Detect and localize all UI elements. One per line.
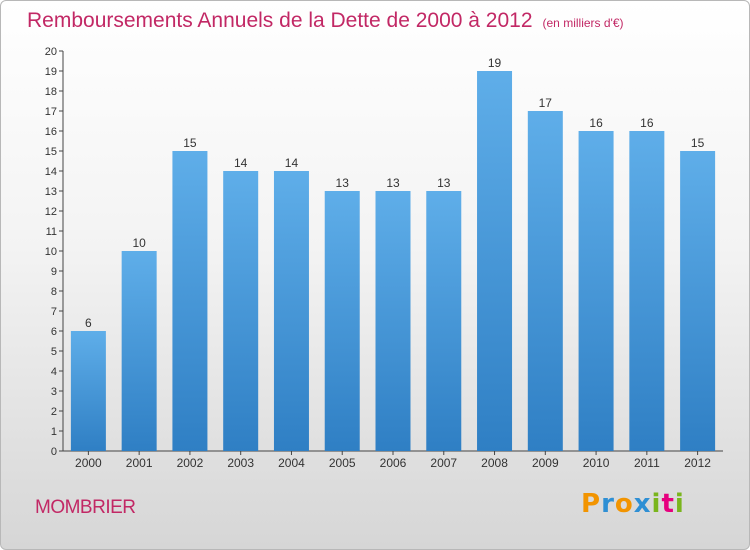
x-tick-label: 2004 [278,456,305,470]
x-tick-label: 2007 [430,456,457,470]
y-tick-label: 14 [45,166,57,178]
bar [172,151,208,451]
y-tick-label: 2 [51,406,57,418]
y-tick-label: 8 [51,286,57,298]
y-tick-label: 10 [45,246,57,258]
bar-value-label: 16 [589,116,603,130]
logo-letter: t [661,489,675,519]
labels: 6 2000 10 2001 15 2002 14 2003 14 2004 13 2005 13 200… [75,56,711,470]
x-tick-label: 2009 [532,456,559,470]
x-tick-label: 2011 [634,456,660,470]
bar-value-label: 10 [132,236,146,250]
x-tick-label: 2010 [583,456,610,470]
title-unit: (en milliers d'€) [542,16,624,30]
x-tick-label: 2006 [380,456,407,470]
x-tick-label: 2008 [481,456,508,470]
x-tick-label: 2001 [126,456,153,470]
bar [527,111,563,451]
bar-value-label: 15 [183,136,197,150]
y-tick-label: 20 [45,46,57,58]
bar-value-label: 15 [691,136,705,150]
y-tick-label: 9 [51,266,57,278]
x-tick-label: 2005 [329,456,356,470]
y-tick-label: 19 [45,66,57,78]
y-tick-label: 6 [51,326,57,338]
logo-letter: x [633,489,652,519]
logo-letter: o [614,489,634,519]
commune-name: MOMBRIER [35,497,136,518]
proxiti-logo: Proxiti [581,489,685,519]
y-tick-label: 5 [51,346,57,358]
y-tick-label: 11 [46,226,57,238]
bar-value-label: 14 [285,156,299,170]
bar-value-label: 14 [234,156,248,170]
bar [223,171,259,451]
y-tick-label: 13 [45,186,57,198]
bar [324,191,360,451]
y-tick-label: 17 [45,106,57,118]
x-tick-label: 2000 [75,456,102,470]
bars [70,71,716,451]
y-tick-label: 12 [45,206,57,218]
x-tick-label: 2003 [227,456,254,470]
x-tick-label: 2012 [684,456,711,470]
y-tick-label: 0 [51,446,57,458]
bar [629,131,665,451]
y-tick-label: 4 [51,366,57,378]
bar [477,71,513,451]
bar [578,131,614,451]
y-tick-label: 7 [51,306,57,318]
bar [426,191,462,451]
logo-letter: i [651,489,662,519]
x-tick-label: 2002 [177,456,204,470]
y-tick-label: 15 [45,146,57,158]
bar [273,171,309,451]
bar-value-label: 13 [386,176,400,190]
bar-value-label: 13 [437,176,451,190]
y-tick-label: 18 [45,86,57,98]
bar-value-label: 19 [488,56,502,70]
logo-letter: P [581,489,602,519]
bar-value-label: 13 [336,176,350,190]
bar-value-label: 16 [640,116,654,130]
bar [375,191,411,451]
bar [121,251,157,451]
logo-letter: i [674,489,685,519]
bar-value-label: 17 [539,96,553,110]
bar [680,151,716,451]
bar [70,331,106,451]
y-tick-label: 16 [45,126,57,138]
y-tick-label: 3 [51,386,57,398]
logo-letter: r [601,489,615,519]
y-tick-label: 1 [51,426,57,438]
title-text: Remboursements Annuels de la Dette de 20… [27,9,533,32]
chart-title: Remboursements Annuels de la Dette de 20… [27,9,624,33]
bar-value-label: 6 [85,316,92,330]
